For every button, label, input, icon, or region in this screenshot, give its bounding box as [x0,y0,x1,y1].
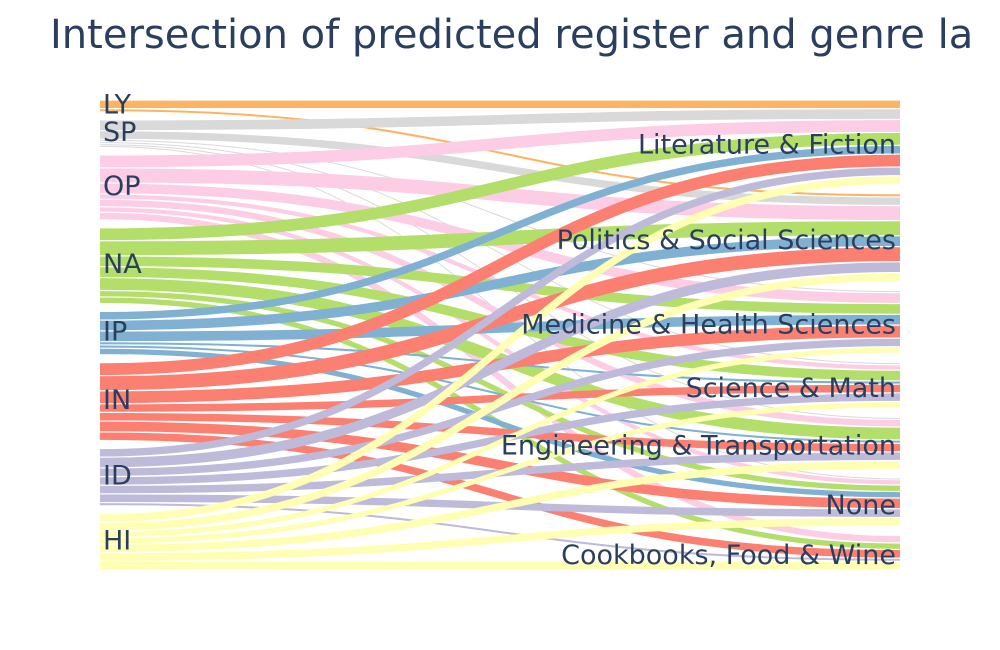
link-hi-to-engineering-and-transportation[interactable] [99,461,901,553]
link-hi-to-medicine-and-health-sciences[interactable] [99,347,901,537]
link-id-to-medicine-and-health-sciences[interactable] [99,338,901,477]
link-ip-to-politics-and-social-sciences[interactable] [99,236,901,331]
link-op-to-politics-and-social-sciences[interactable] [99,168,901,221]
target-node-literature-and-fiction: Literature & Fiction [638,130,896,161]
link-in-to-cookbooks-food-and-wine[interactable] [99,432,901,558]
source-node-na: NA [103,249,142,280]
link-in-to-engineering-and-transportation[interactable] [99,412,901,452]
link-id-to-cookbooks-food-and-wine[interactable] [99,503,901,561]
chart-title: Intersection of predicted register and g… [50,12,974,58]
link-sp-to-literature-and-fiction[interactable] [99,109,901,131]
link-hi-to-science-and-math[interactable] [99,402,901,544]
link-id-to-science-and-math[interactable] [99,393,901,485]
link-na-to-politics-and-social-sciences[interactable] [99,221,901,256]
source-node-op: OP [103,171,141,202]
link-op-to-literature-and-fiction[interactable] [99,120,901,168]
link-hi-to-none[interactable] [99,518,901,561]
source-node-id: ID [103,461,132,492]
source-node-in: IN [103,385,131,416]
link-ip-to-medicine-and-health-sciences[interactable] [99,314,901,342]
link-id-to-literature-and-fiction[interactable] [99,167,901,457]
link-in-to-none[interactable] [99,421,901,509]
link-na-to-literature-and-fiction[interactable] [99,133,901,241]
target-node-engineering-and-transportation: Engineering & Transportation [501,431,896,462]
link-in-to-literature-and-fiction[interactable] [99,154,901,376]
link-ip-to-literature-and-fiction[interactable] [99,145,901,320]
target-node-medicine-and-health-sciences: Medicine & Health Sciences [521,309,896,340]
source-node-sp: SP [103,117,136,148]
link-hi-to-literature-and-fiction[interactable] [99,176,901,522]
source-node-hi: HI [103,525,131,556]
target-node-none: None [826,490,896,521]
sankey-links [99,100,901,570]
link-hi-to-politics-and-social-sciences[interactable] [99,273,901,531]
target-node-politics-and-social-sciences: Politics & Social Sciences [557,225,896,256]
target-node-science-and-math: Science & Math [686,373,896,404]
source-node-ip: IP [103,317,127,348]
link-id-to-politics-and-social-sciences[interactable] [99,262,901,468]
link-in-to-politics-and-social-sciences[interactable] [99,247,901,391]
source-node-ly: LY [103,89,131,120]
target-node-cookbooks-food-and-wine: Cookbooks, Food & Wine [561,540,896,571]
